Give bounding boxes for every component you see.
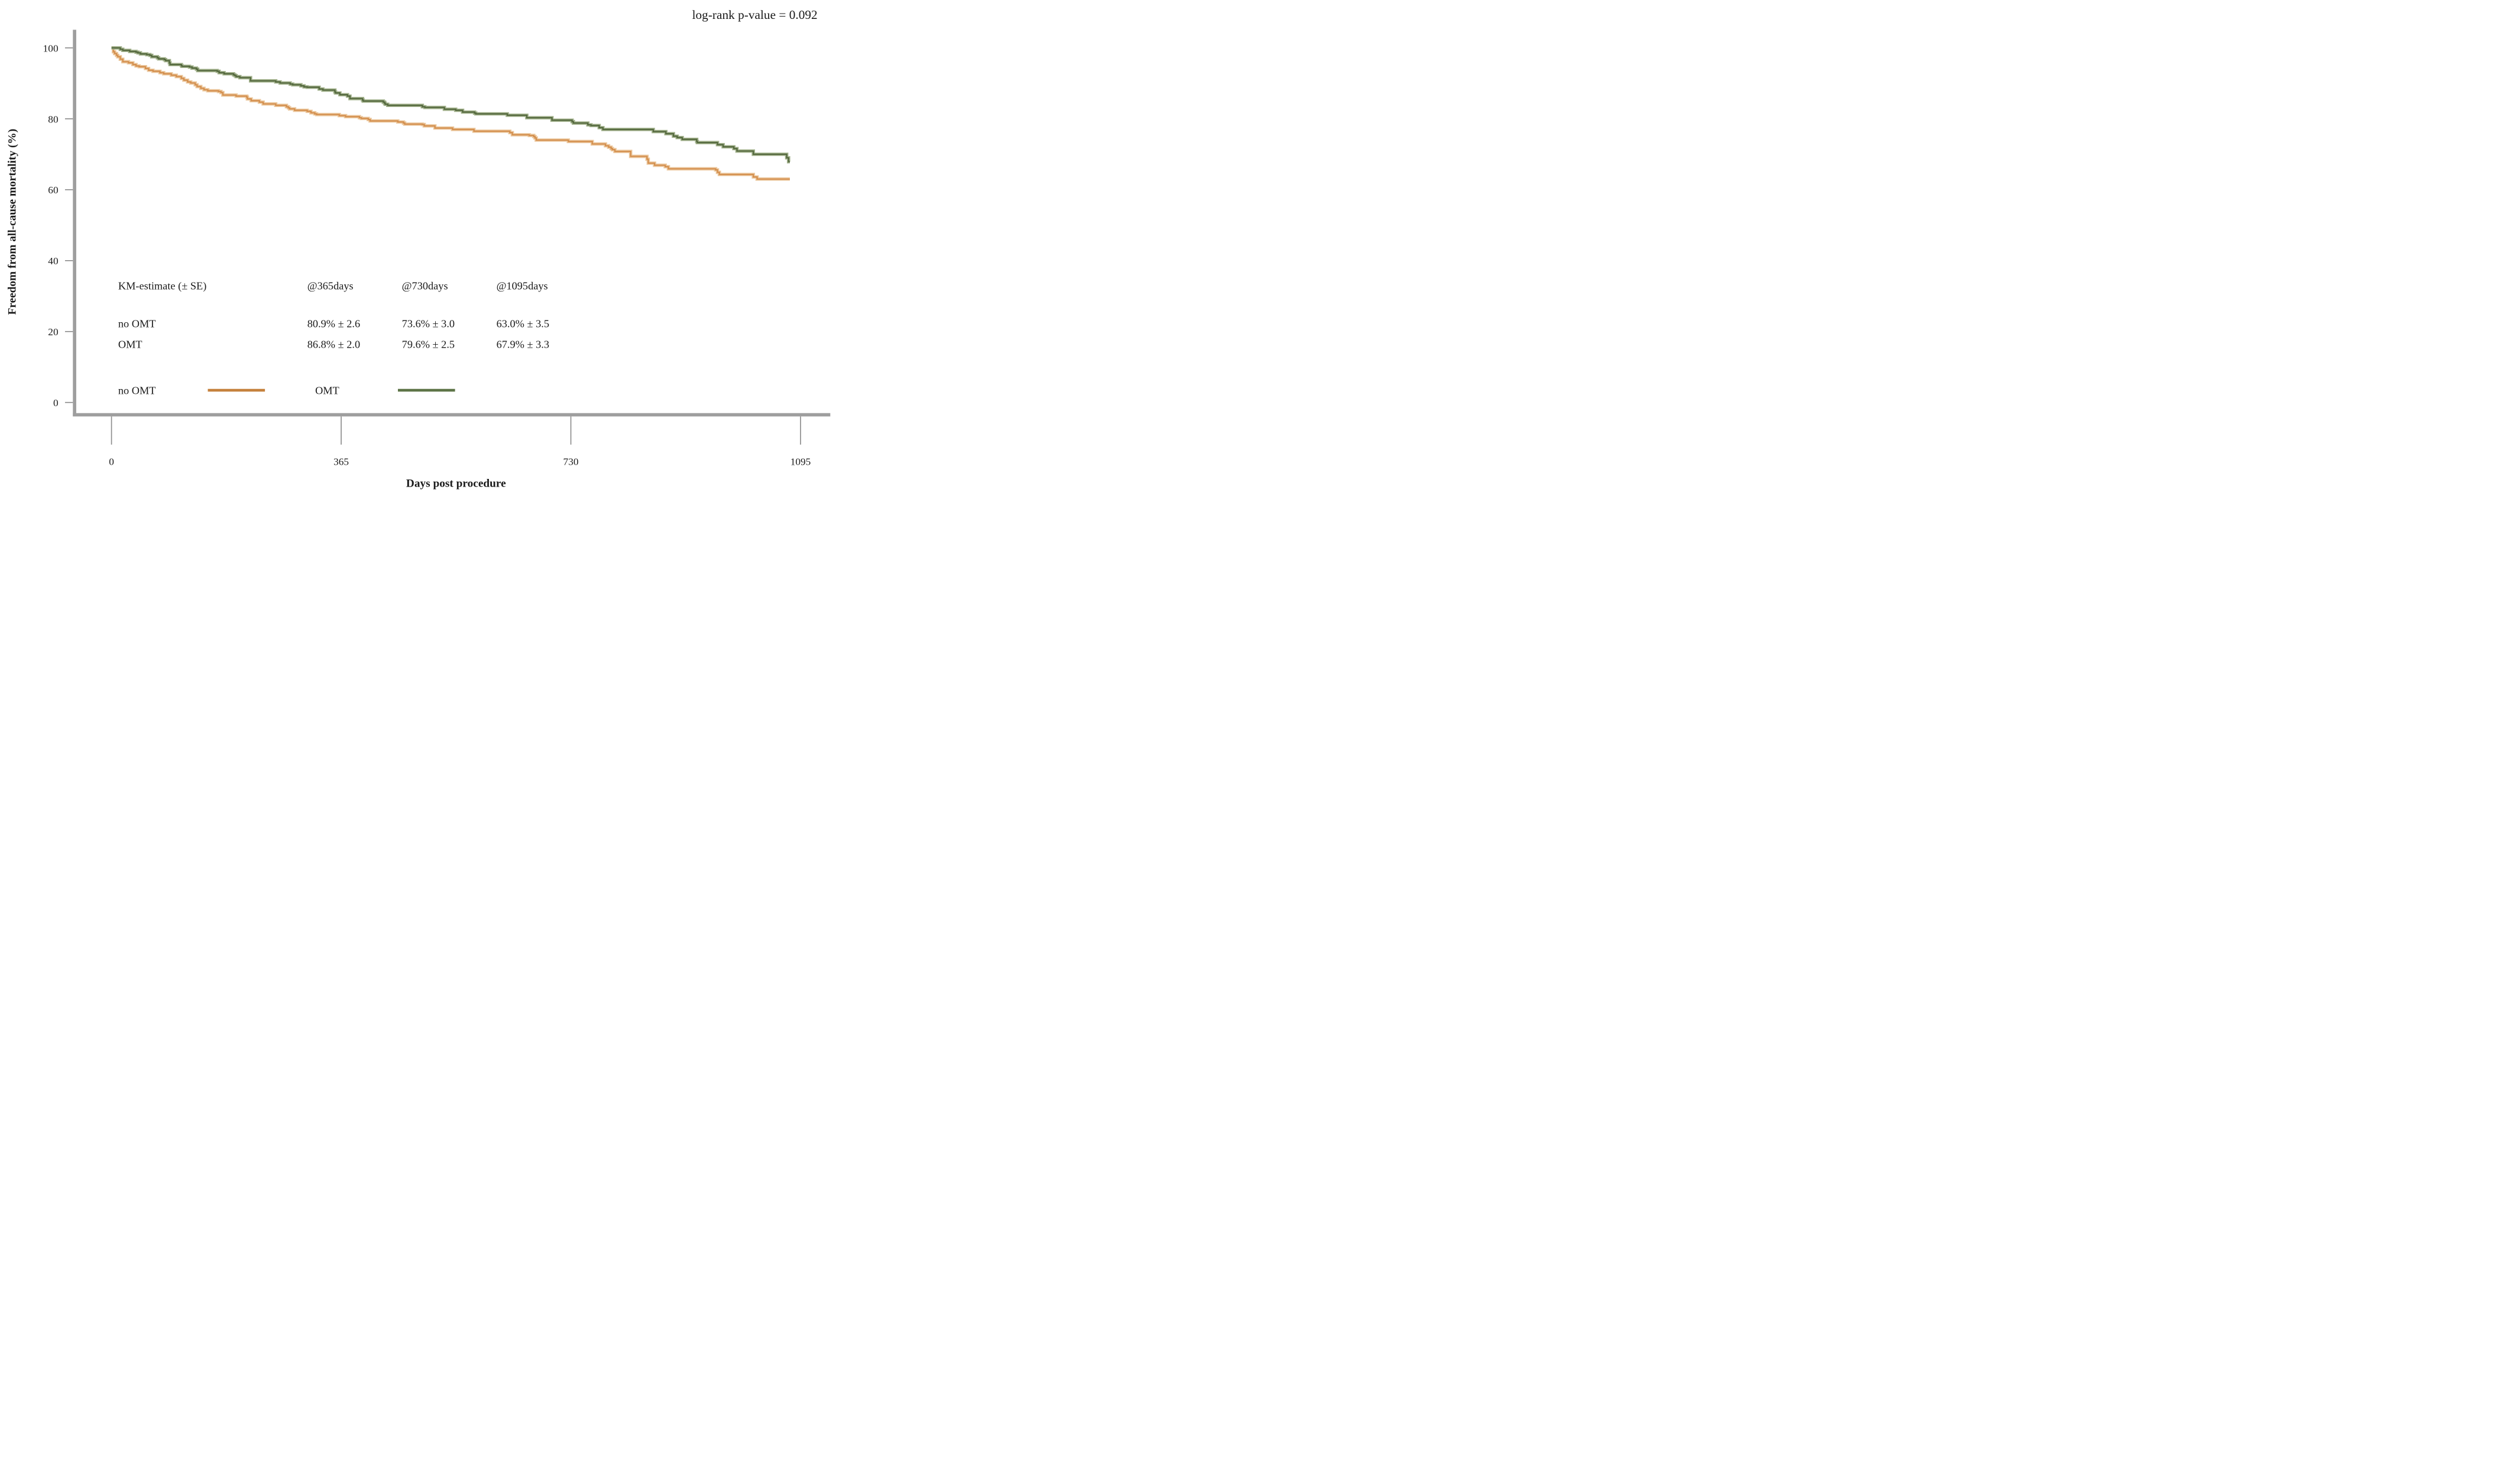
omt-365: 86.8% ± 2.0 xyxy=(307,338,360,350)
survival-curves xyxy=(111,46,790,181)
omt-730: 79.6% ± 2.5 xyxy=(402,338,455,350)
x-tick-label: 0 xyxy=(109,456,114,468)
km-table-row-omt: OMT 86.8% ± 2.0 79.6% ± 2.5 67.9% ± 3.3 xyxy=(118,338,549,350)
km-table-header-730: @730days xyxy=(402,280,448,291)
km-table-header-1095: @1095days xyxy=(497,280,548,291)
omt-1095: 67.9% ± 3.3 xyxy=(497,338,549,350)
curve-omt xyxy=(111,47,790,163)
legend: no OMT OMT xyxy=(118,385,455,397)
y-tick-label: 80 xyxy=(48,114,58,125)
row-label-no-omt: no OMT xyxy=(118,317,156,329)
no-omt-365: 80.9% ± 2.6 xyxy=(307,317,360,329)
y-tick-label: 40 xyxy=(48,255,58,267)
no-omt-1095: 63.0% ± 3.5 xyxy=(497,317,549,329)
y-axis-ticks: 0 20 40 60 80 100 xyxy=(43,43,73,409)
x-tick-label: 1095 xyxy=(790,456,811,468)
y-axis-line xyxy=(73,30,76,417)
y-tick-label: 100 xyxy=(43,43,59,54)
legend-label-no-omt: no OMT xyxy=(118,385,156,397)
y-tick-label: 20 xyxy=(48,326,58,338)
no-omt-730: 73.6% ± 3.0 xyxy=(402,317,455,329)
curve-no-omt xyxy=(111,47,790,180)
y-tick-label: 60 xyxy=(48,184,58,196)
x-axis-ticks: 0 365 730 1095 xyxy=(109,416,811,468)
curve-omt xyxy=(111,46,790,164)
km-plot-canvas: log-rank p-value = 0.092 0 20 40 60 80 100 0 3… xyxy=(7,8,831,490)
x-tick-label: 365 xyxy=(333,456,349,468)
curve-no-omt xyxy=(111,46,790,181)
km-estimate-table: KM-estimate (± SE) @365days @730days @10… xyxy=(118,280,549,350)
y-axis-title: Freedom from all-cause mortality (%) xyxy=(7,129,19,315)
y-tick-label: 0 xyxy=(53,397,59,409)
x-tick-label: 730 xyxy=(563,456,579,468)
km-table-header-365: @365days xyxy=(307,280,354,291)
km-survival-figure: log-rank p-value = 0.092 0 20 40 60 80 100 0 3… xyxy=(0,0,831,495)
row-label-omt: OMT xyxy=(118,338,142,350)
km-table-header-label: KM-estimate (± SE) xyxy=(118,280,206,292)
x-axis-line xyxy=(73,413,831,417)
legend-label-omt: OMT xyxy=(315,385,339,397)
log-rank-p-value: log-rank p-value = 0.092 xyxy=(692,8,818,22)
x-axis-title: Days post procedure xyxy=(406,477,506,490)
km-table-row-no-omt: no OMT 80.9% ± 2.6 73.6% ± 3.0 63.0% ± 3… xyxy=(118,317,549,329)
